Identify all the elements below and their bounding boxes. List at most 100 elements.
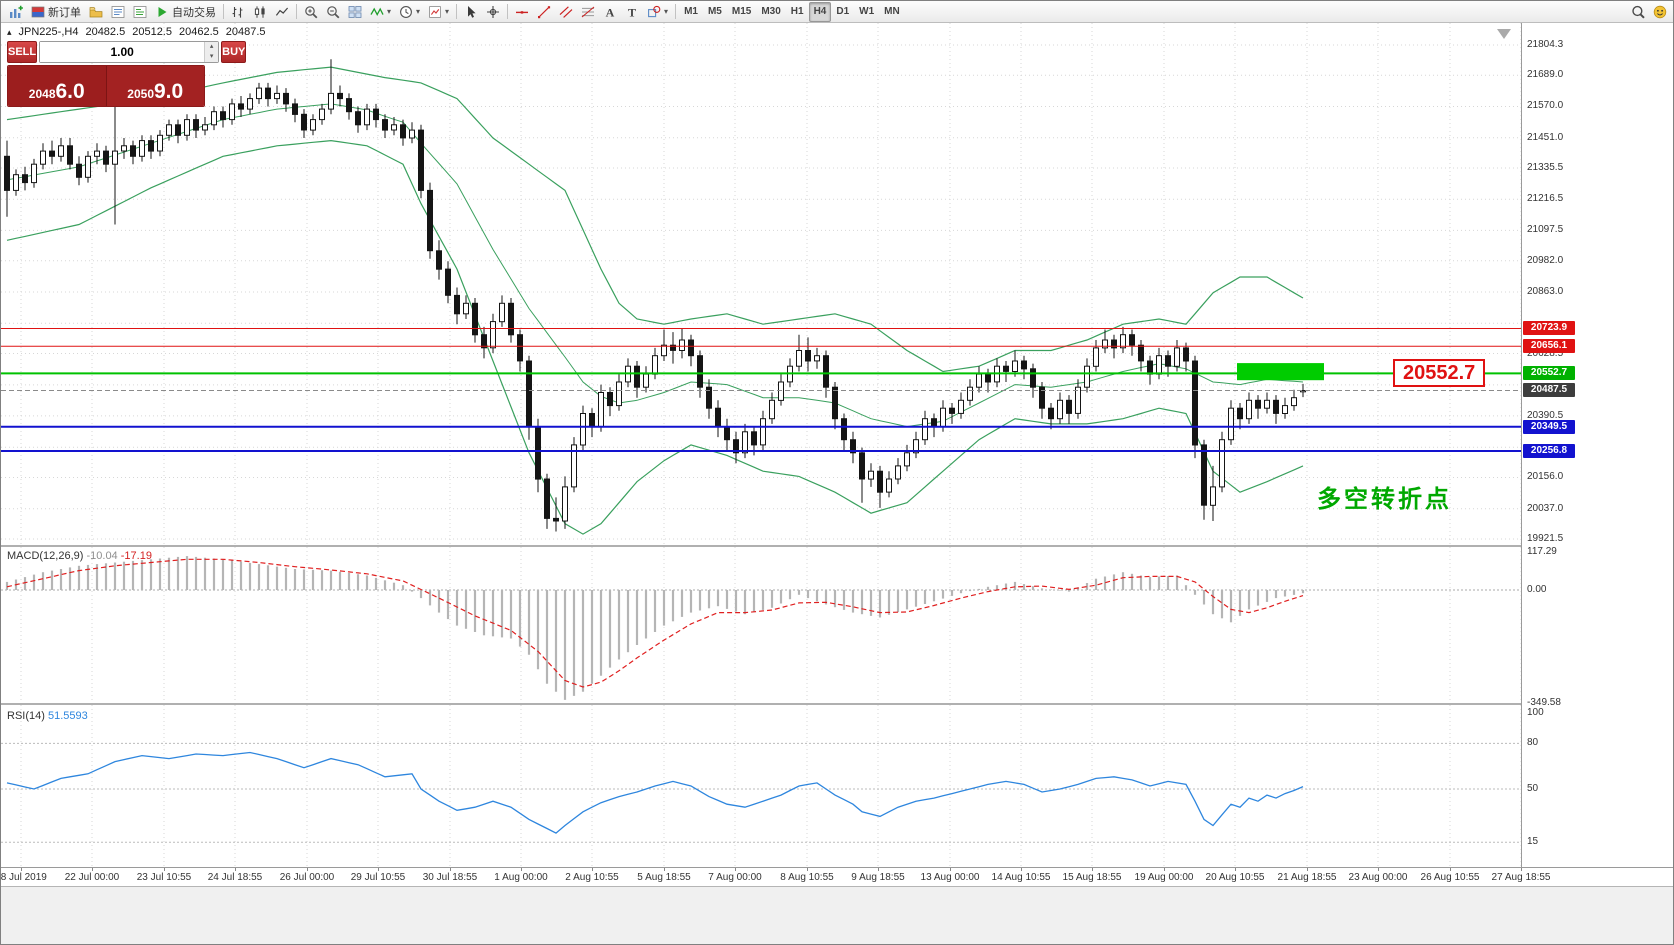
price-callout[interactable]: 20552.7 — [1393, 359, 1486, 387]
market-watch-button[interactable] — [107, 2, 129, 22]
sell-price[interactable]: 2048 6.0 — [8, 66, 107, 106]
rsi-chart-canvas[interactable] — [1, 705, 1522, 867]
rsi-plot-svg[interactable] — [1, 705, 1522, 867]
chart-line-button[interactable] — [271, 2, 293, 22]
community-button[interactable] — [1649, 2, 1671, 22]
profiles-button[interactable] — [85, 2, 107, 22]
fibonacci-button[interactable] — [577, 2, 599, 22]
bars-icon — [231, 5, 245, 19]
volume-input[interactable] — [40, 42, 205, 62]
chevron-down-icon: ▾ — [664, 7, 669, 16]
macd-signal-value: -17.19 — [120, 550, 152, 562]
time-tick — [1092, 868, 1093, 871]
auto-trading-label: 自动交易 — [172, 6, 216, 19]
time-tick — [1450, 868, 1451, 871]
price-axis-label: 21570.0 — [1527, 100, 1564, 111]
volume-control: ▴ ▾ — [39, 41, 220, 63]
time-axis[interactable]: 18 Jul 2019 22 Jul 00:00 23 Jul 10:55 24 Ju… — [1, 867, 1673, 886]
price-line-tag[interactable]: 20487.5 — [1523, 383, 1575, 397]
zoom-in-button[interactable] — [300, 2, 322, 22]
equidistant-channel-button[interactable] — [555, 2, 577, 22]
shapes-icon — [647, 5, 661, 19]
crosshair-button[interactable] — [482, 2, 504, 22]
horizontal-line-button[interactable] — [511, 2, 533, 22]
timeframe-m30[interactable]: M30 — [761, 6, 781, 17]
time-tick — [1164, 868, 1165, 871]
time-axis-label: 23 Aug 00:00 — [1348, 872, 1408, 883]
panel-splitter[interactable] — [1, 545, 1673, 547]
label-icon: T — [625, 5, 639, 19]
new-chart-button[interactable] — [5, 2, 27, 22]
text-button[interactable]: A — [599, 2, 621, 22]
panel-splitter[interactable] — [1, 703, 1673, 705]
timeframe-m1[interactable]: M1 — [684, 6, 698, 17]
price-plot[interactable] — [1, 23, 1522, 545]
time-tick — [21, 868, 22, 871]
price-axis[interactable]: 21804.3 21689.0 21570.0 21451.0 21335.5 21216… — [1521, 23, 1673, 886]
new-order-button[interactable]: 新订单 — [27, 2, 85, 22]
timeframe-d1[interactable]: D1 — [836, 6, 850, 17]
candles-layer — [4, 59, 1306, 532]
time-axis-label: 9 Aug 18:55 — [851, 872, 905, 883]
sell-button[interactable]: SELL — [7, 41, 38, 63]
price-axis-label: 20863.0 — [1527, 286, 1564, 297]
highlight-rectangle[interactable] — [1237, 363, 1324, 381]
price-axis-label: 20982.0 — [1527, 255, 1564, 266]
macd-plot-svg[interactable] — [1, 547, 1522, 703]
zoom-out-button[interactable] — [322, 2, 344, 22]
auto-trading-button[interactable]: 自动交易 — [151, 2, 220, 22]
toolbar-separator — [675, 4, 677, 19]
time-axis-label: 13 Aug 00:00 — [920, 872, 980, 883]
volume-decrease-button[interactable]: ▾ — [205, 52, 219, 62]
timeframe-m15[interactable]: M15 — [731, 6, 752, 17]
chart-bars-button[interactable] — [227, 2, 249, 22]
trendline-button[interactable] — [533, 2, 555, 22]
auto-play-icon — [155, 5, 169, 19]
toolbar-separator — [507, 4, 509, 19]
time-tick — [878, 868, 879, 871]
horizontal-lines[interactable] — [1, 328, 1521, 452]
macd-chart-canvas[interactable] — [1, 547, 1522, 703]
price-line-tag[interactable]: 20552.7 — [1523, 366, 1575, 380]
cursor-button[interactable] — [460, 2, 482, 22]
data-window-button[interactable] — [129, 2, 151, 22]
shapes-button[interactable]: ▾ — [643, 2, 672, 22]
time-tick — [450, 868, 451, 871]
search-button[interactable] — [1627, 2, 1649, 22]
turning-point-annotation[interactable]: 多空转折点 — [1317, 486, 1452, 513]
price-axis-label: 21689.0 — [1527, 69, 1564, 80]
add-indicators-button[interactable]: ▾ — [366, 2, 395, 22]
timeframe-h1[interactable]: H1 — [790, 6, 804, 17]
chart-window[interactable]: ▴ JPN225-,H4 20482.5 20512.5 20462.5 204… — [1, 23, 1673, 886]
templates-button[interactable]: ▾ — [424, 2, 453, 22]
chart-candles-button[interactable] — [249, 2, 271, 22]
buy-price[interactable]: 2050 9.0 — [106, 66, 204, 106]
price-line-tag[interactable]: 20256.8 — [1523, 444, 1575, 458]
clock-icon — [399, 5, 413, 19]
buy-button[interactable]: BUY — [221, 41, 247, 63]
timeframe-w1[interactable]: W1 — [859, 6, 875, 17]
one-click-toggle[interactable]: ▴ — [7, 26, 12, 37]
timeframe-m5[interactable]: M5 — [707, 6, 722, 17]
time-axis-label: 23 Jul 10:55 — [136, 872, 192, 883]
price-line-tag[interactable]: 20349.5 — [1523, 420, 1575, 434]
volume-increase-button[interactable]: ▴ — [205, 42, 219, 52]
svg-text:A: A — [606, 5, 615, 19]
time-axis-label: 27 Aug 18:55 — [1491, 872, 1551, 883]
main-chart-canvas[interactable] — [1, 23, 1522, 545]
high-value: 20512.5 — [132, 26, 172, 38]
timeframe-h4[interactable]: H4 — [808, 1, 832, 22]
price-line-tag[interactable]: 20723.9 — [1523, 321, 1575, 335]
price-axis-label: 21451.0 — [1527, 132, 1564, 143]
timeframe-mn[interactable]: MN — [884, 6, 900, 17]
time-tick — [164, 868, 165, 871]
chart-shift-marker[interactable] — [1497, 29, 1511, 39]
rsi-label: RSI(14) 51.5593 — [7, 710, 88, 722]
data-window-icon — [133, 5, 147, 19]
text-label-button[interactable]: T — [621, 2, 643, 22]
periods-button[interactable]: ▾ — [395, 2, 424, 22]
tile-icon — [348, 5, 362, 19]
price-line-tag[interactable]: 20656.1 — [1523, 339, 1575, 353]
tile-windows-button[interactable] — [344, 2, 366, 22]
